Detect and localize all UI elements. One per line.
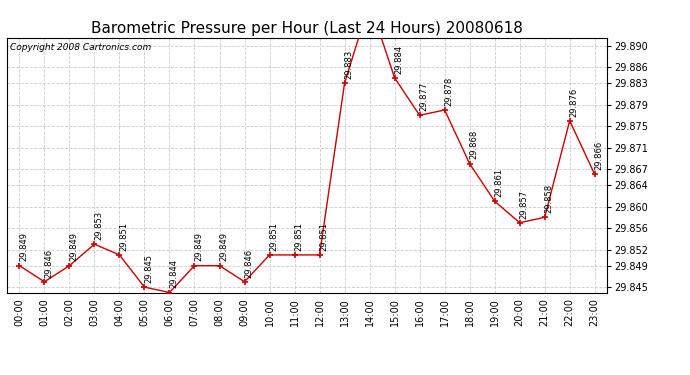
Text: 29.884: 29.884 [394, 45, 403, 74]
Text: 29.851: 29.851 [119, 222, 128, 251]
Text: 29.849: 29.849 [19, 232, 28, 261]
Text: 29.868: 29.868 [469, 130, 478, 159]
Text: 29.898: 29.898 [0, 374, 1, 375]
Text: 29.857: 29.857 [520, 189, 529, 219]
Text: 29.866: 29.866 [594, 141, 603, 170]
Text: 29.876: 29.876 [569, 87, 578, 117]
Text: 29.878: 29.878 [444, 76, 453, 106]
Text: 29.845: 29.845 [144, 254, 153, 283]
Text: Copyright 2008 Cartronics.com: Copyright 2008 Cartronics.com [10, 43, 151, 52]
Text: 29.846: 29.846 [244, 249, 253, 278]
Text: 29.849: 29.849 [194, 232, 203, 261]
Text: 29.858: 29.858 [544, 184, 553, 213]
Text: 29.877: 29.877 [420, 82, 428, 111]
Text: 29.851: 29.851 [269, 222, 278, 251]
Text: 29.846: 29.846 [44, 249, 53, 278]
Text: 29.851: 29.851 [319, 222, 328, 251]
Text: 29.849: 29.849 [219, 232, 228, 261]
Text: 29.844: 29.844 [169, 260, 178, 288]
Text: 29.853: 29.853 [94, 211, 103, 240]
Text: 29.851: 29.851 [294, 222, 303, 251]
Text: 29.883: 29.883 [344, 50, 353, 79]
Text: 29.861: 29.861 [494, 168, 503, 197]
Text: 29.849: 29.849 [69, 232, 78, 261]
Title: Barometric Pressure per Hour (Last 24 Hours) 20080618: Barometric Pressure per Hour (Last 24 Ho… [91, 21, 523, 36]
